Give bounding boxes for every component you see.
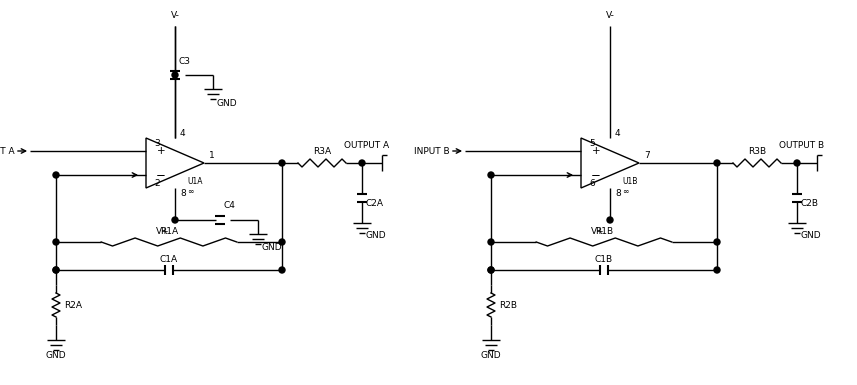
Text: 8: 8 xyxy=(615,189,620,198)
Text: 4: 4 xyxy=(615,129,620,137)
Text: C4: C4 xyxy=(224,201,236,211)
Text: R1A: R1A xyxy=(160,226,178,236)
Text: GND: GND xyxy=(481,352,501,360)
Text: OUTPUT A: OUTPUT A xyxy=(345,141,390,149)
Text: U1B: U1B xyxy=(622,176,638,186)
Text: GND: GND xyxy=(217,99,237,107)
Text: INPUT A: INPUT A xyxy=(0,147,15,156)
Text: R3B: R3B xyxy=(748,147,766,156)
Circle shape xyxy=(279,267,285,273)
Text: INPUT B: INPUT B xyxy=(415,147,450,156)
Circle shape xyxy=(172,217,178,223)
Text: OUTPUT B: OUTPUT B xyxy=(779,141,824,149)
Text: V+: V+ xyxy=(591,228,605,236)
Circle shape xyxy=(488,239,494,245)
Text: +: + xyxy=(591,146,600,156)
Text: V+: V+ xyxy=(156,228,170,236)
Text: C1B: C1B xyxy=(595,254,613,263)
Text: 2: 2 xyxy=(154,179,159,187)
Text: C1A: C1A xyxy=(160,254,178,263)
Circle shape xyxy=(607,217,613,223)
Circle shape xyxy=(794,160,800,166)
Text: U1A: U1A xyxy=(187,176,202,186)
Text: 7: 7 xyxy=(644,151,650,159)
Circle shape xyxy=(172,72,178,78)
Text: GND: GND xyxy=(801,231,822,241)
Circle shape xyxy=(359,160,365,166)
Text: C2A: C2A xyxy=(366,199,384,208)
Circle shape xyxy=(714,160,720,166)
Text: C3: C3 xyxy=(179,57,191,65)
Text: 3: 3 xyxy=(154,139,159,147)
Text: R3A: R3A xyxy=(313,147,331,156)
Circle shape xyxy=(714,239,720,245)
Circle shape xyxy=(488,267,494,273)
Text: R2B: R2B xyxy=(499,301,517,310)
Circle shape xyxy=(279,160,285,166)
Text: V-: V- xyxy=(606,12,614,20)
Text: GND: GND xyxy=(262,243,283,253)
Text: ∞: ∞ xyxy=(622,186,628,196)
Circle shape xyxy=(488,172,494,178)
Text: 4: 4 xyxy=(180,129,186,137)
Text: C2B: C2B xyxy=(801,199,819,208)
Circle shape xyxy=(714,267,720,273)
Text: ∞: ∞ xyxy=(187,186,194,196)
Circle shape xyxy=(53,267,59,273)
Text: R2A: R2A xyxy=(64,301,82,310)
Text: GND: GND xyxy=(45,352,66,360)
Circle shape xyxy=(279,239,285,245)
Text: GND: GND xyxy=(366,231,387,241)
Text: −: − xyxy=(591,169,601,181)
Text: R1B: R1B xyxy=(595,226,613,236)
Text: 6: 6 xyxy=(589,179,595,187)
Circle shape xyxy=(488,267,494,273)
Text: 8: 8 xyxy=(180,189,186,198)
Text: 5: 5 xyxy=(589,139,595,147)
Text: +: + xyxy=(157,146,165,156)
Circle shape xyxy=(53,267,59,273)
Text: −: − xyxy=(156,169,166,181)
Circle shape xyxy=(53,172,59,178)
Text: 1: 1 xyxy=(209,151,215,159)
Text: V-: V- xyxy=(171,12,179,20)
Circle shape xyxy=(53,239,59,245)
